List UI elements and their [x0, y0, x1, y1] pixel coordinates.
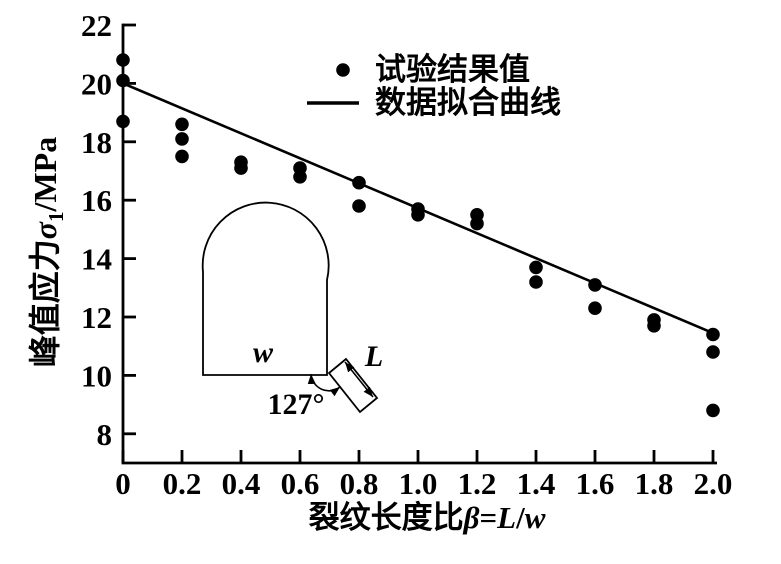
axis-title-part: /: [515, 500, 525, 535]
y-tick-label: 14: [81, 242, 112, 277]
x-axis-title: 裂纹长度比β=L/w: [309, 500, 546, 535]
data-point: [116, 114, 130, 129]
axis-title-part: 峰值应力: [27, 239, 63, 367]
data-point: [175, 132, 189, 146]
x-tick-label: 1.4: [517, 466, 556, 501]
data-point: [706, 345, 720, 359]
axis-ticks: [121, 23, 715, 463]
data-point: [470, 216, 484, 231]
y-tick-label: 22: [81, 8, 112, 43]
data-point: [234, 161, 248, 175]
axis-title-part: σ: [27, 221, 63, 239]
axis-tick-labels: 0 0.2 0.4 0.6 0.8 1.0 1.2 1.4 1.6 1.8 2.0 8 10 12 14 16…: [81, 8, 732, 501]
axis-title-part: =: [479, 500, 497, 535]
x-tick-label: 2.0: [694, 466, 733, 501]
data-point: [352, 199, 366, 213]
x-tick-label: 1.2: [458, 466, 497, 501]
legend-dot-marker: [336, 63, 350, 77]
x-tick-label: 0.2: [163, 466, 202, 501]
axis-title-part: 1: [44, 211, 68, 222]
x-tick-label: 1.8: [635, 466, 674, 501]
data-point: [529, 260, 543, 275]
tunnel-outline: [201, 201, 330, 376]
axis-title-part: /MPa: [27, 137, 63, 213]
y-tick-label: 18: [81, 125, 112, 160]
axis-title-part: L: [496, 500, 516, 535]
legend: 试验结果值 数据拟合曲线: [307, 52, 561, 120]
data-point: [411, 208, 425, 222]
x-tick-label: 1.0: [399, 466, 438, 501]
x-tick-label: 1.6: [576, 466, 615, 501]
crack-length-dimension-arrow: [344, 361, 374, 398]
data-point: [529, 275, 543, 289]
x-tick-label: 0.6: [281, 466, 320, 501]
data-point: [116, 73, 130, 88]
axis-title-part: w: [525, 500, 546, 535]
y-tick-label: 20: [81, 66, 112, 101]
y-axis-title: 峰值应力σ1/MPa: [27, 137, 68, 367]
tunnel-width-label: w: [253, 336, 274, 369]
angle-label: 127°: [268, 388, 325, 421]
data-point: [352, 175, 366, 190]
data-point: [175, 117, 189, 132]
x-tick-label: 0.8: [340, 466, 379, 501]
data-point: [588, 278, 602, 292]
inset-tunnel-diagram: w L 127°: [201, 201, 383, 421]
axis-title-part: 裂纹长度比: [309, 500, 464, 535]
y-tick-label: 12: [81, 300, 112, 335]
data-point: [706, 403, 720, 418]
data-point: [706, 327, 720, 342]
y-tick-label: 10: [81, 358, 112, 393]
x-tick-label: 0: [115, 466, 131, 501]
legend-label-experimental: 试验结果值: [375, 52, 530, 87]
data-point: [647, 319, 661, 333]
angle-arc: [307, 373, 341, 397]
y-tick-label: 8: [97, 417, 113, 452]
crack-length-label: L: [364, 340, 383, 373]
scatter-points-layer: [116, 53, 720, 418]
data-point: [116, 53, 130, 67]
data-point: [588, 301, 602, 316]
legend-label-fit-curve: 数据拟合曲线: [375, 85, 561, 120]
x-tick-label: 0.4: [222, 466, 261, 501]
data-point: [293, 170, 307, 184]
y-tick-label: 16: [81, 183, 112, 218]
data-point: [175, 149, 189, 164]
axis-title-part: β: [463, 500, 480, 535]
